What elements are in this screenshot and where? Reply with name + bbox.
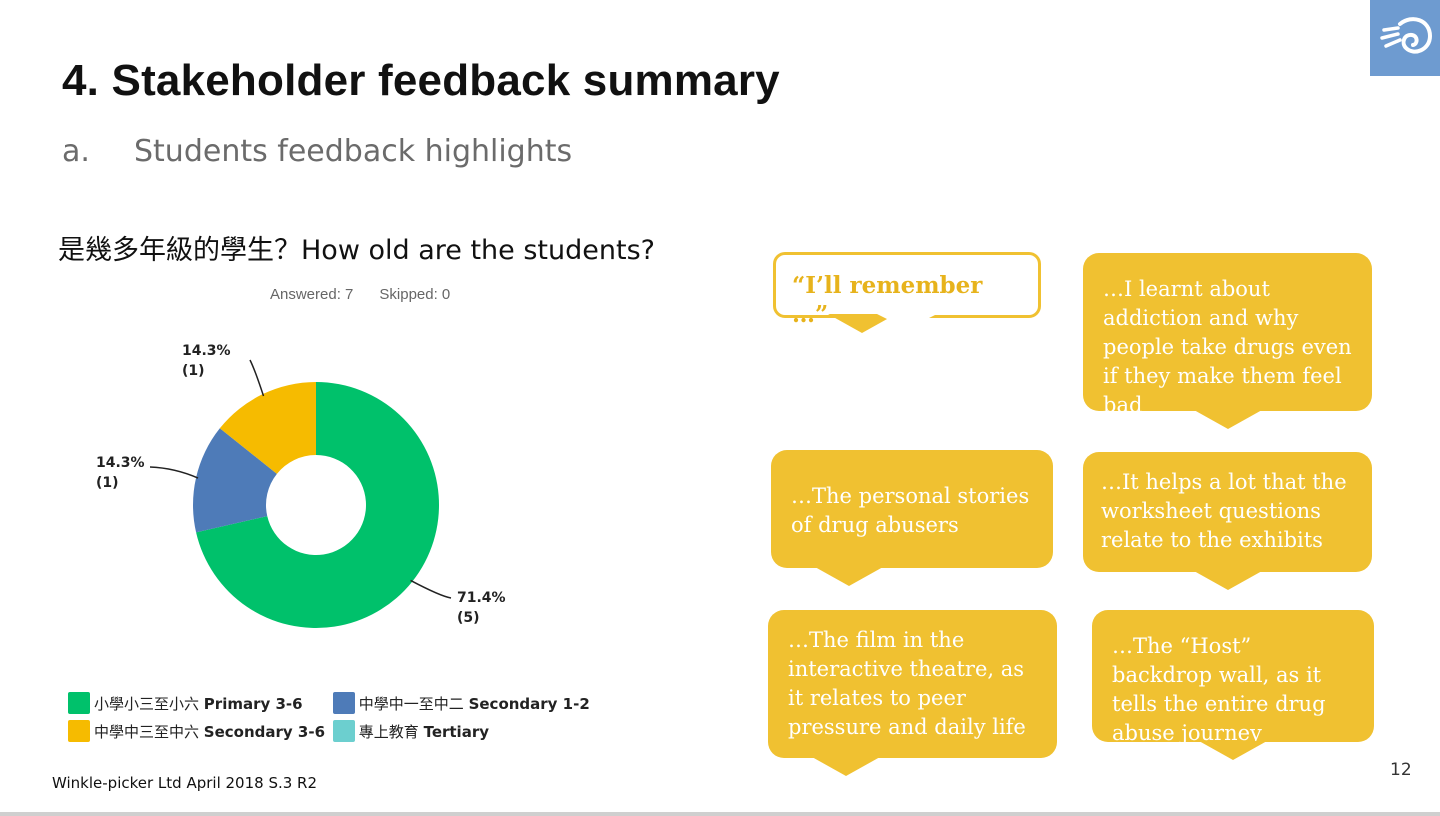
donut-slice-primary (196, 382, 440, 628)
legend-label-en: Secondary 1-2 (468, 694, 590, 713)
quote-bubble-film: …The film in the interactive theatre, as… (768, 610, 1057, 776)
legend-item-secondary-3-6: 中學中三至中六 Secondary 3-6 (68, 720, 328, 742)
legend-label-zh: 中學中一至中二 (358, 694, 464, 713)
leader-line (149, 466, 199, 479)
data-label-percent: 71.4% (457, 590, 506, 606)
quote-text: “I’ll remember …” (792, 272, 983, 328)
leader-line (410, 579, 452, 599)
leader-line (249, 359, 265, 397)
legend-label-en: Tertiary (423, 722, 489, 741)
legend-label-zh: 中學中三至中六 (94, 722, 200, 741)
chart-legend: 小學小三至小六 Primary 3-6 中學中一至中二 Secondary 1-… (68, 692, 628, 748)
legend-swatch (68, 692, 90, 714)
data-label-count: (1) (182, 363, 205, 379)
legend-item-secondary-1-2: 中學中一至中二 Secondary 1-2 (332, 692, 590, 714)
quote-bubble-addiction: …I learnt about addiction and why people… (1083, 253, 1372, 429)
donut-slice-secondary-1-2 (193, 428, 277, 533)
data-label-percent: 14.3% (96, 455, 145, 471)
shell-logo-icon (1380, 17, 1433, 54)
subtitle-text: Students feedback highlights (134, 134, 573, 169)
data-label-count: (1) (96, 475, 119, 491)
legend-label-en: Secondary 3-6 (203, 722, 326, 741)
quote-text: …The “Host” backdrop wall, as it tells t… (1112, 634, 1326, 745)
data-label-count: (5) (457, 610, 480, 626)
slide-title: 4. Stakeholder feedback summary (62, 56, 780, 105)
donut-slice-secondary-3-6 (219, 382, 316, 474)
quote-bubble-host-wall: …The “Host” backdrop wall, as it tells t… (1092, 610, 1374, 760)
slide-subtitle: a. Students feedback highlights (62, 134, 572, 169)
bottom-divider (0, 812, 1440, 816)
legend-swatch (68, 720, 90, 742)
quote-bubble-personal-stories: …The personal stories of drug abusers (771, 450, 1053, 586)
legend-item-tertiary: 專上教育 Tertiary (332, 720, 489, 742)
skipped-count: Skipped: 0 (379, 286, 451, 303)
answered-count: Answered: 7 (270, 286, 354, 303)
subtitle-marker: a. (62, 134, 90, 169)
quote-text: …The film in the interactive theatre, as… (788, 628, 1026, 739)
legend-swatch (332, 720, 355, 742)
survey-question: 是幾多年級的學生？How old are the students? (58, 235, 655, 266)
quote-text: …I learnt about addiction and why people… (1103, 277, 1352, 417)
quote-bubble-remember: “I’ll remember …” (773, 252, 1041, 333)
quote-text: …The personal stories of drug abusers (791, 484, 1030, 537)
page-number: 12 (1390, 760, 1412, 780)
response-stats: Answered: 7 Skipped: 0 (270, 286, 450, 303)
legend-label-zh: 小學小三至小六 (94, 694, 200, 713)
donut-chart: 71.4% (5) 14.3% (1) 14.3% (1) (96, 343, 506, 628)
quote-bubble-worksheet: …It helps a lot that the worksheet quest… (1083, 452, 1372, 590)
legend-label-en: Primary 3-6 (203, 694, 303, 713)
logo-box (1370, 0, 1440, 76)
footer-text: Winkle-picker Ltd April 2018 S.3 R2 (52, 774, 318, 792)
legend-item-primary: 小學小三至小六 Primary 3-6 (68, 692, 328, 714)
quote-text: …It helps a lot that the worksheet quest… (1101, 470, 1347, 552)
data-label-percent: 14.3% (182, 343, 231, 359)
legend-label-zh: 專上教育 (358, 722, 419, 741)
legend-swatch (332, 692, 355, 714)
